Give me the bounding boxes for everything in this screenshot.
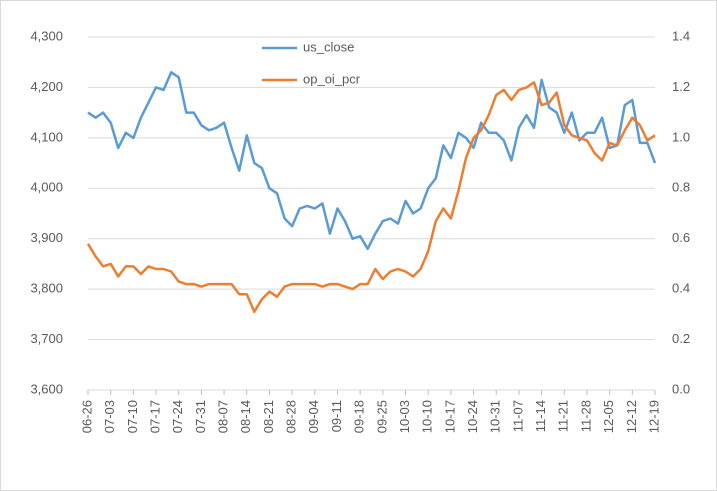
x-tick-label: 10-17 <box>442 400 457 433</box>
x-tick-label: 08-14 <box>238 400 253 433</box>
legend-label: op_oi_pcr <box>303 71 361 86</box>
x-tick-label: 12-12 <box>624 400 639 433</box>
x-tick-label: 07-10 <box>125 400 140 433</box>
y-tick-label: 3,700 <box>30 331 63 346</box>
y2-tick-label: 1.4 <box>672 28 690 43</box>
series-line <box>87 71 657 251</box>
x-tick-label: 09-04 <box>306 400 321 433</box>
y2-tick-label: 0.0 <box>672 381 690 396</box>
x-tick-label: 12-19 <box>646 400 661 433</box>
x-tick-label: 10-31 <box>488 400 503 433</box>
x-tick-label: 07-31 <box>193 400 208 433</box>
x-tick-label: 09-25 <box>374 400 389 433</box>
y2-tick-label: 0.8 <box>672 180 690 195</box>
x-tick-label: 10-03 <box>397 400 412 433</box>
x-tick-label: 11-21 <box>556 400 571 432</box>
y-tick-label: 4,200 <box>30 79 63 94</box>
x-tick-label: 09-11 <box>329 400 344 432</box>
series-line <box>86 81 656 314</box>
x-tick-label: 11-07 <box>510 400 525 432</box>
y-tick-label: 3,800 <box>30 281 63 296</box>
x-tick-label: 08-21 <box>261 400 276 433</box>
x-tick-label: 09-18 <box>352 400 367 433</box>
x-tick-label: 07-24 <box>170 400 185 433</box>
y2-tick-label: 0.6 <box>672 230 690 245</box>
y2-tick-label: 1.2 <box>672 79 690 94</box>
x-tick-label: 11-28 <box>578 400 593 432</box>
y2-tick-label: 1.0 <box>672 129 690 144</box>
x-tick-label: 08-07 <box>216 400 231 433</box>
x-tick-label: 10-10 <box>420 400 435 433</box>
y2-tick-label: 0.2 <box>672 331 690 346</box>
x-tick-label: 10-24 <box>465 400 480 433</box>
y-tick-label: 3,900 <box>30 230 63 245</box>
y-tick-label: 4,100 <box>30 129 63 144</box>
y-tick-label: 4,000 <box>30 180 63 195</box>
x-tick-label: 07-03 <box>102 400 117 433</box>
legend-label: us_close <box>303 39 354 54</box>
x-tick-label: 11-14 <box>533 400 548 432</box>
x-tick-label: 06-26 <box>79 400 94 433</box>
y2-tick-label: 0.4 <box>672 281 690 296</box>
x-tick-label: 07-17 <box>147 400 162 433</box>
x-tick-label: 08-28 <box>284 400 299 433</box>
y-tick-label: 3,600 <box>30 381 63 396</box>
x-tick-label: 12-05 <box>601 400 616 433</box>
y-tick-label: 4,300 <box>30 28 63 43</box>
